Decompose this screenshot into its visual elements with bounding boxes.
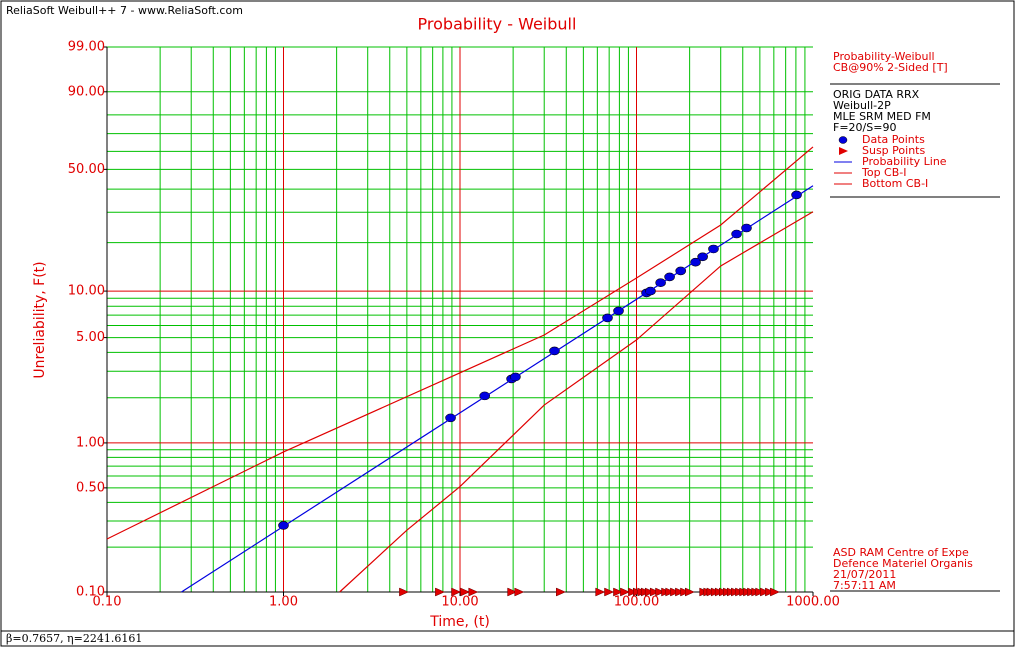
data-point bbox=[791, 190, 802, 200]
y-tick-label: 1.00 bbox=[76, 435, 105, 450]
x-tick-label: 100.00 bbox=[614, 595, 660, 610]
suspension-point bbox=[460, 587, 471, 597]
y-tick-label: 10.00 bbox=[68, 284, 105, 299]
data-point bbox=[549, 346, 560, 356]
suspension-point bbox=[604, 587, 615, 597]
suspension-point bbox=[451, 587, 462, 597]
legend-marker bbox=[839, 147, 848, 155]
app-title: ReliaSoft Weibull++ 7 - www.ReliaSoft.co… bbox=[6, 4, 243, 17]
suspension-point bbox=[755, 587, 766, 597]
legend-label: Bottom CB-I bbox=[862, 177, 928, 190]
suspension-point bbox=[556, 587, 566, 597]
status-text: β=0.7657, η=2241.6161 bbox=[6, 632, 142, 645]
suspension-point bbox=[765, 587, 775, 597]
suspension-point bbox=[644, 587, 655, 597]
suspension-point bbox=[620, 587, 631, 597]
footer-text: 21/07/2011 bbox=[833, 568, 896, 581]
legend-info: Weibull-2P bbox=[833, 99, 891, 112]
series-line bbox=[106, 146, 814, 540]
legend-label: Top CB-I bbox=[861, 166, 907, 179]
series-line bbox=[339, 211, 814, 593]
suspension-point bbox=[514, 587, 525, 597]
series-line bbox=[181, 185, 814, 593]
suspension-point bbox=[468, 587, 479, 597]
footer-text: ASD RAM Centre of Expe bbox=[833, 546, 969, 559]
suspension-point bbox=[655, 587, 666, 597]
y-tick-label: 0.50 bbox=[76, 480, 105, 495]
suspension-point bbox=[665, 587, 676, 597]
x-tick-label: 10.00 bbox=[441, 595, 478, 610]
legend-label: Susp Points bbox=[862, 144, 925, 157]
suspension-point bbox=[613, 587, 624, 597]
legend-info: ORIG DATA RRX bbox=[833, 88, 920, 101]
suspension-point bbox=[684, 587, 695, 597]
suspension-point bbox=[670, 587, 681, 597]
legend-info: F=20/S=90 bbox=[833, 121, 896, 134]
footer-text: 7:57:11 AM bbox=[833, 579, 896, 592]
legend-header: Probability-Weibull bbox=[833, 50, 935, 63]
suspension-point bbox=[628, 587, 639, 597]
suspension-point bbox=[435, 587, 445, 597]
suspension-point bbox=[649, 587, 660, 597]
frame bbox=[0, 0, 1015, 632]
x-tick-label: 1000.00 bbox=[786, 595, 840, 610]
legend-label: Probability Line bbox=[862, 155, 947, 168]
x-tick-label: 0.10 bbox=[93, 595, 122, 610]
y-tick-label: 50.00 bbox=[68, 162, 105, 177]
y-tick-label: 0.10 bbox=[76, 585, 105, 600]
legend-label: Data Points bbox=[862, 133, 925, 146]
suspension-point bbox=[507, 587, 518, 597]
y-tick-label: 90.00 bbox=[68, 84, 105, 99]
y-tick-label: 5.00 bbox=[76, 330, 105, 345]
legend-info: MLE SRM MED FM bbox=[833, 110, 931, 123]
suspension-point bbox=[680, 587, 691, 597]
x-tick-label: 1.00 bbox=[269, 595, 298, 610]
legend-marker bbox=[838, 136, 848, 144]
x-axis-label: Time, (t) bbox=[429, 614, 490, 630]
suspension-point bbox=[675, 587, 686, 597]
y-axis-label: Unreliability, F(t) bbox=[32, 261, 48, 378]
legend-header: CB@90% 2-Sided [T] bbox=[833, 61, 948, 74]
suspension-point bbox=[770, 587, 780, 597]
status-bar bbox=[0, 630, 1015, 647]
y-tick-label: 99.00 bbox=[68, 40, 105, 55]
chart-title: Probability - Weibull bbox=[418, 15, 577, 34]
suspension-point bbox=[595, 587, 606, 597]
suspension-point bbox=[399, 587, 410, 597]
footer-text: Defence Materiel Organis bbox=[833, 557, 973, 570]
suspension-point bbox=[760, 587, 770, 597]
